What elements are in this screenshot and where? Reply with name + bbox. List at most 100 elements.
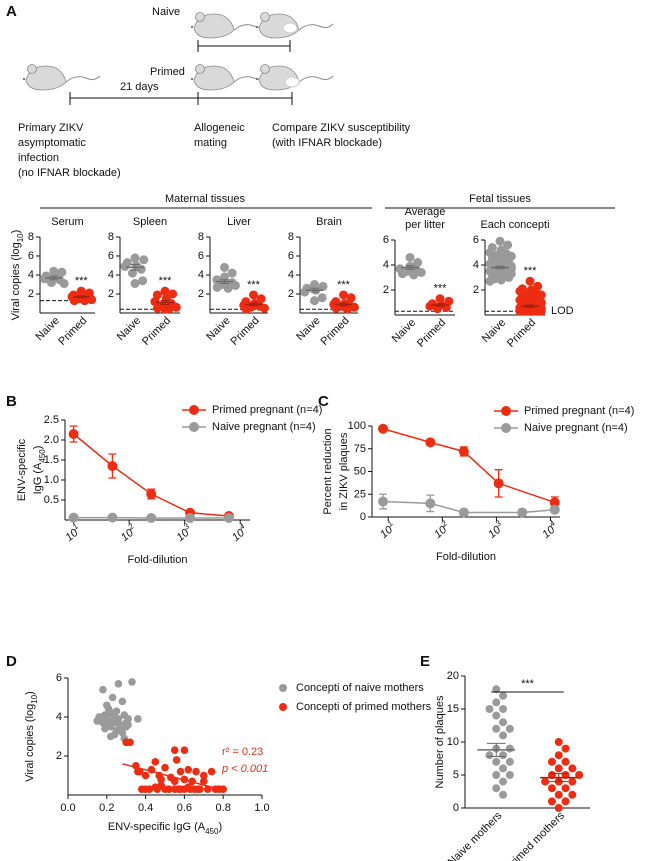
tick-label: 8 [198,231,204,243]
annotation: *** [337,279,351,291]
data-point [184,783,193,791]
mouse-icon [22,64,101,91]
legend-label: Primed pregnant (n=4) [524,405,634,417]
data-point [160,304,170,314]
data-point [146,513,157,523]
data-point [107,461,118,471]
tick-text: 5 [453,769,459,781]
tick-text: 50 [354,465,366,477]
fetus-icon [282,22,298,34]
label-part: ) [10,230,22,234]
label-part: Percent reduction [322,428,334,514]
data-point [130,279,140,289]
data-point [171,302,181,312]
sem-bar [435,303,445,307]
legend-label: Naive pregnant (n=4) [212,421,316,433]
data-point [124,721,132,729]
data-point [485,705,494,713]
data-point [547,784,556,793]
label-part: per litter [405,219,445,231]
label-part: Viral copies (log [24,704,36,782]
data-point [130,253,140,263]
schematic-step: infection [18,152,59,164]
data-point [503,240,513,250]
data-point [554,738,563,746]
label-part: IgG (A [32,462,44,494]
data-point [170,777,179,786]
annotation: *** [159,275,173,287]
data-point [499,790,508,799]
tick-text: 100 [348,420,366,432]
tick-text: 0 [453,802,459,814]
tick-superscript: 1 [71,521,80,531]
data-point [220,262,229,272]
data-point [505,771,514,779]
data-point [103,715,111,723]
data-point [495,236,505,246]
mouse-icon [190,12,269,39]
tick-label: 6 [198,250,204,262]
data-point [499,751,508,760]
label-part: Spleen [133,216,167,228]
tick-superscript: 2 [125,521,135,532]
data-point [499,705,508,713]
tick-label: 6 [473,234,479,246]
data-point [95,713,103,721]
x-tick-label: Primed [415,317,448,350]
tick-text: 2 [383,284,389,296]
tick-text: 0.0 [60,802,75,814]
label-subscript: 10 [16,233,25,242]
data-point [168,289,178,299]
legend-label: Concepti of primed mothers [296,701,432,713]
data-point [230,280,240,290]
data-point [310,296,319,306]
tick-superscript: 4 [237,521,247,531]
fetus-icon [284,76,300,88]
axis-label: Fold-dilution [436,551,496,563]
tick-text: 2 [198,288,204,300]
label-subscript: 450 [205,827,219,836]
data-point [134,767,142,776]
tick-text: 6 [288,250,294,262]
tick-label: 100 [348,420,366,432]
tick-text: 8 [28,231,34,243]
series-line [73,433,229,517]
data-point [112,719,121,727]
group-header: Maternal tissues [165,193,246,205]
tick-label: 5 [453,769,459,781]
tick-label: 8 [28,231,34,243]
data-point [505,744,514,753]
tick-label: 2.0 [44,434,59,446]
data-point [493,478,504,489]
data-point [157,775,165,784]
data-point [561,757,570,766]
data-point [259,303,269,313]
data-point [554,764,563,773]
axis-label: Fold-dilution [128,554,188,566]
tick-text: 0.5 [44,494,59,506]
data-point [541,777,550,786]
data-point [145,785,154,793]
schematic-label: 21 days [120,81,159,93]
tick-label: 4 [198,269,204,281]
data-point [526,306,536,316]
data-point [68,512,79,523]
data-point [170,746,179,754]
data-point [568,764,577,773]
data-point [256,294,266,304]
data-point [499,731,508,740]
data-point [547,797,556,806]
data-point [57,267,67,277]
label-part: Serum [51,216,83,228]
label-part: Fold-dilution [128,554,188,566]
data-point [425,437,436,448]
data-point [107,512,118,523]
data-point [458,446,469,457]
tick-label: 1.5 [44,454,59,466]
data-point [378,423,389,434]
x-tick-label: Primed [319,315,352,348]
label-part: ENV-specific IgG (A [108,821,206,833]
tick-text: 4 [383,259,389,271]
data-point [346,293,356,303]
tick-text: 15 [447,703,459,715]
